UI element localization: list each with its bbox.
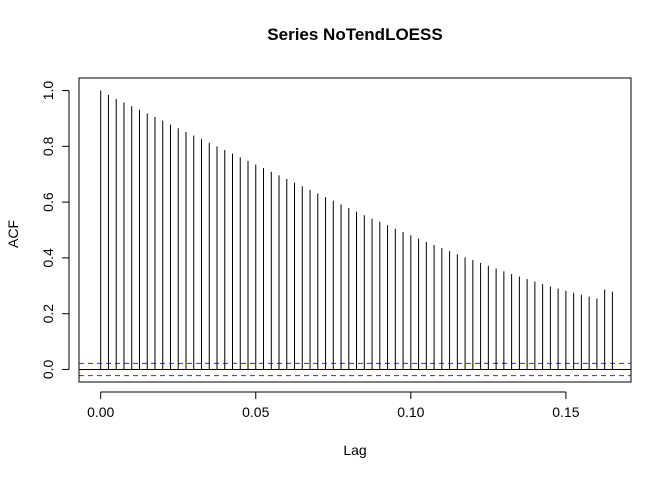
x-axis: 0.00 0.05 0.10 0.15 (87, 391, 580, 420)
plot-frame (78, 77, 632, 383)
chart-title: Series NoTendLOESS (267, 25, 442, 44)
y-tick-label: 1.0 (40, 81, 56, 101)
x-tick-label: 0.15 (552, 404, 579, 420)
y-tick-label: 0.4 (40, 248, 56, 268)
x-axis-label: Lag (343, 442, 366, 458)
x-tick-label: 0.10 (397, 404, 424, 420)
x-tick-label: 0.05 (242, 404, 269, 420)
y-tick-label: 0.2 (40, 304, 56, 324)
y-axis: 0.0 0.2 0.4 0.6 0.8 1.0 (40, 81, 70, 380)
y-tick-label: 0.6 (40, 192, 56, 212)
y-tick-label: 0.8 (40, 136, 56, 156)
x-tick-label: 0.00 (87, 404, 114, 420)
y-tick-label: 0.0 (40, 360, 56, 380)
confidence-band-layer (79, 362, 631, 377)
acf-bars (100, 90, 613, 370)
y-axis-label: ACF (5, 220, 21, 248)
